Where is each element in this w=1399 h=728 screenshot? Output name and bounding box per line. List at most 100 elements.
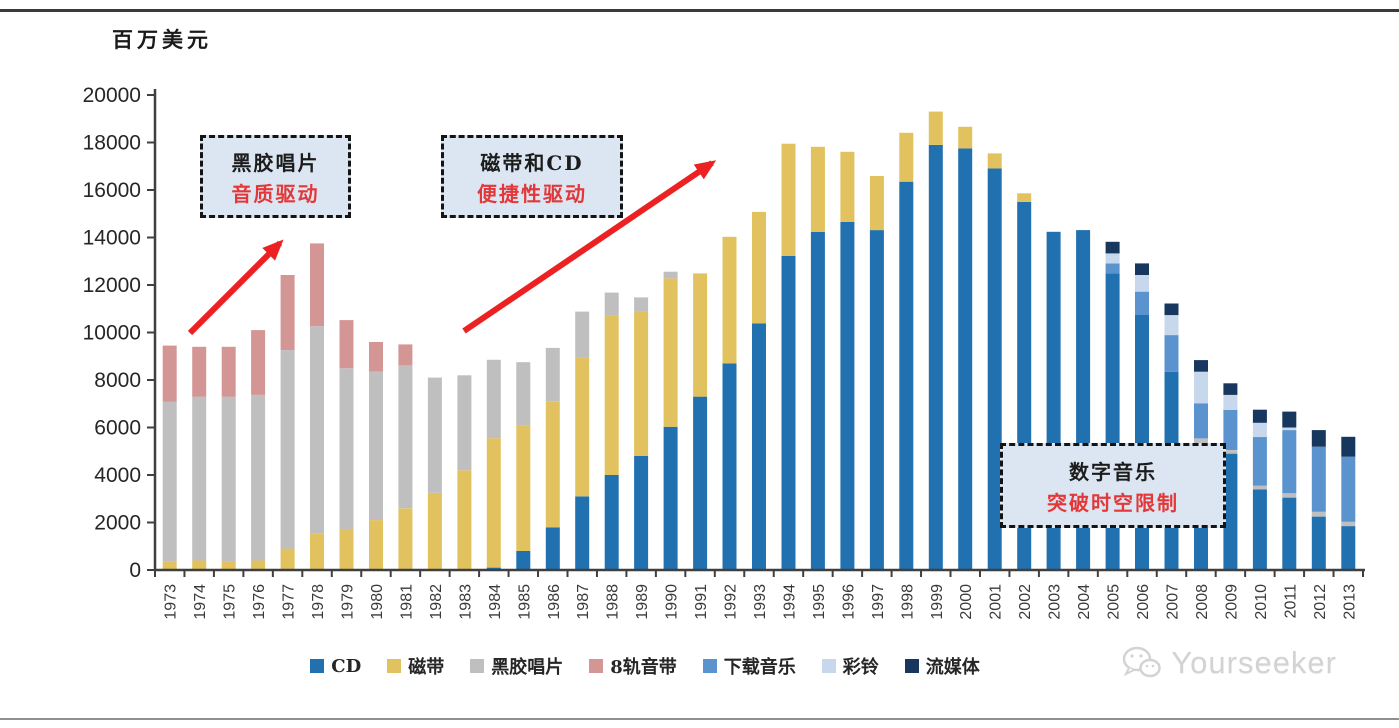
bar-segment-2000-CD (958, 148, 973, 570)
bar-segment-1985-磁带 (516, 425, 531, 551)
bar-segment-2012-流媒体 (1311, 430, 1326, 447)
bar-segment-2011-下载音乐 (1282, 430, 1297, 494)
bar-segment-2009-下载音乐 (1223, 409, 1238, 450)
bar-segment-2012-下载音乐 (1311, 446, 1326, 512)
bar-segment-2006-流媒体 (1135, 263, 1149, 275)
bar-segment-2010-黑胶唱片 (1252, 485, 1267, 490)
bottom-divider (0, 718, 1399, 720)
bar-segment-1990-黑胶唱片 (663, 271, 678, 279)
x-tick-label-2011: 2011 (1282, 584, 1299, 619)
x-tick-label-2009: 2009 (1223, 584, 1240, 620)
bar-segment-1982-黑胶唱片 (427, 377, 442, 493)
x-tick-label-1985: 1985 (516, 584, 533, 620)
x-tick-label-2007: 2007 (1164, 584, 1181, 620)
legend-item-黑胶唱片: 黑胶唱片 (470, 653, 563, 679)
bar-segment-1989-CD (634, 456, 649, 570)
annotation-vinyl-title: 黑胶唱片 (231, 150, 320, 175)
bar-segment-1995-磁带 (810, 146, 825, 232)
bar-segment-1980-磁带 (369, 520, 383, 570)
x-tick-label-1986: 1986 (546, 584, 563, 620)
bar-segment-2012-CD (1311, 516, 1326, 570)
bar-segment-1999-磁带 (928, 111, 943, 145)
bar-segment-1986-CD (545, 527, 560, 571)
x-tick-label-1978: 1978 (310, 584, 327, 620)
bar-segment-1974-磁带 (192, 560, 207, 570)
x-tick-label-1997: 1997 (870, 584, 887, 620)
x-tick-label-1973: 1973 (163, 584, 180, 620)
bar-segment-1978-黑胶唱片 (310, 326, 324, 534)
bar-segment-2000-磁带 (958, 126, 973, 149)
x-tick-label-1976: 1976 (251, 584, 268, 620)
bar-segment-1992-磁带 (722, 236, 737, 364)
bar-segment-1975-8轨音带 (221, 346, 236, 397)
bar-segment-1985-CD (516, 551, 531, 570)
bar-segment-1995-CD (810, 231, 825, 571)
x-tick-label-1981: 1981 (398, 584, 415, 620)
legend-swatch-8轨音带 (589, 659, 604, 673)
bar-segment-1990-磁带 (663, 278, 678, 427)
bar-segment-1983-磁带 (457, 470, 472, 571)
legend-item-流媒体: 流媒体 (904, 653, 980, 679)
x-tick-label-1983: 1983 (457, 584, 474, 620)
legend-label-磁带: 磁带 (408, 657, 445, 678)
bar-segment-1996-CD (840, 221, 855, 571)
bar-segment-1998-CD (899, 181, 914, 570)
y-tick-label: 10000 (83, 322, 141, 345)
bar-segment-1987-CD (575, 496, 590, 570)
bar-segment-2005-流媒体 (1105, 241, 1120, 254)
x-tick-label-1977: 1977 (281, 584, 298, 620)
bar-segment-1988-CD (604, 475, 619, 570)
chart-legend: CD 磁带 黑胶唱片 8轨音带 下载音乐 彩铃 流媒体 (0, 653, 1290, 679)
bar-segment-1973-磁带 (162, 561, 177, 570)
bar-segment-1979-磁带 (339, 529, 354, 570)
bar-segment-1973-黑胶唱片 (162, 401, 177, 562)
bar-segment-1993-CD (752, 323, 766, 570)
bar-segment-2005-下载音乐 (1105, 263, 1120, 274)
bar-segment-2009-CD (1223, 453, 1238, 570)
x-tick-label-2008: 2008 (1194, 584, 1211, 620)
bar-segment-1987-黑胶唱片 (575, 311, 590, 358)
bar-segment-2005-彩铃 (1105, 253, 1120, 264)
legend-label-流媒体: 流媒体 (925, 657, 980, 678)
bar-segment-2010-彩铃 (1252, 422, 1267, 438)
legend-item-彩铃: 彩铃 (821, 653, 879, 679)
bar-segment-1981-磁带 (398, 508, 413, 571)
bar-segment-1977-黑胶唱片 (280, 350, 295, 549)
watermark: Yourseeker (1121, 644, 1337, 682)
x-tick-label-1991: 1991 (693, 584, 710, 620)
bar-segment-2013-下载音乐 (1341, 456, 1356, 522)
bar-segment-1975-黑胶唱片 (221, 396, 236, 562)
bar-segment-1988-磁带 (604, 315, 619, 475)
x-tick-label-1999: 1999 (929, 584, 946, 620)
x-tick-label-1984: 1984 (487, 584, 504, 620)
bar-segment-1991-磁带 (693, 273, 708, 397)
bar-segment-1997-磁带 (869, 176, 884, 231)
bar-segment-1975-磁带 (221, 561, 236, 570)
legend-swatch-下载音乐 (702, 659, 717, 673)
bar-segment-2008-下载音乐 (1194, 403, 1208, 439)
y-tick-label: 6000 (94, 417, 141, 440)
bar-segment-2006-彩铃 (1135, 275, 1149, 292)
bar-segment-2012-黑胶唱片 (1311, 511, 1326, 517)
bar-segment-1984-黑胶唱片 (486, 359, 501, 439)
x-tick-label-2000: 2000 (958, 584, 975, 620)
x-tick-label-1979: 1979 (340, 584, 357, 620)
bar-segment-1976-黑胶唱片 (251, 395, 266, 561)
y-tick-label: 4000 (94, 464, 141, 487)
bar-segment-1980-黑胶唱片 (369, 371, 383, 521)
annotation-digital-title: 数字音乐 (1069, 459, 1157, 484)
bar-segment-1986-磁带 (545, 401, 560, 528)
bar-segment-1976-磁带 (251, 560, 266, 570)
bar-segment-2009-黑胶唱片 (1223, 450, 1238, 454)
x-tick-label-2005: 2005 (1106, 584, 1123, 620)
x-tick-label-1998: 1998 (899, 584, 916, 620)
annotation-vinyl-subtitle: 音质驱动 (231, 181, 320, 206)
bar-segment-1977-8轨音带 (280, 275, 295, 351)
legend-item-CD: CD (310, 656, 361, 677)
x-tick-label-1993: 1993 (752, 584, 769, 620)
bar-segment-2011-彩铃 (1282, 427, 1297, 431)
bar-segment-1974-黑胶唱片 (192, 396, 207, 561)
bar-segment-2009-流媒体 (1223, 383, 1238, 395)
bar-segment-2011-黑胶唱片 (1282, 493, 1297, 498)
